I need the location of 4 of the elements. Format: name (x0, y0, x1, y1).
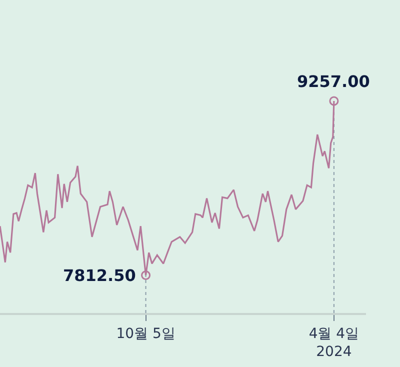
annotation: 9257.00 (297, 72, 370, 91)
x-tick-label: 10월 5일 (116, 326, 176, 342)
annotation: 7812.50 (63, 266, 136, 285)
x-tick-label: 4월 4일 2024 (308, 326, 360, 360)
